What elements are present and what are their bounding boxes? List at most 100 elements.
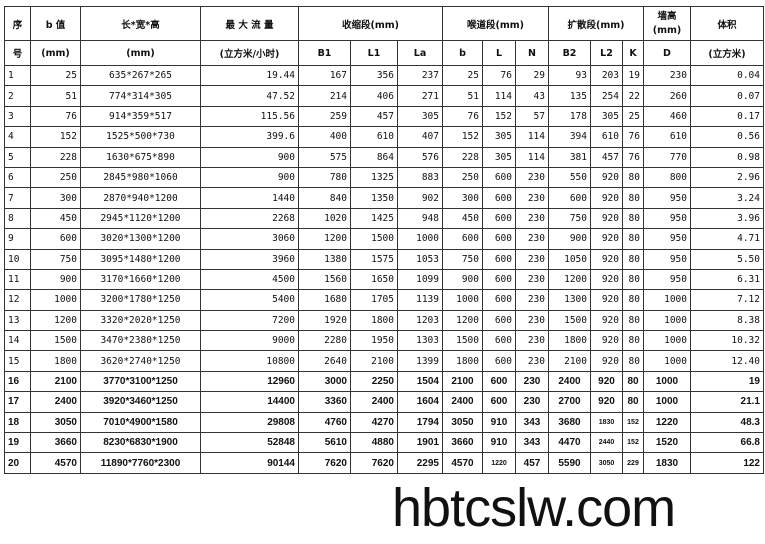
cell-volume: 5.50 (690, 248, 764, 270)
cell-seq: 7 (4, 187, 31, 209)
cell-throat-b: 2400 (442, 391, 483, 413)
cell-dimensions: 3200*1780*1250 (80, 289, 201, 311)
cell-B1: 1380 (298, 248, 351, 270)
cell-max-flow: 3960 (200, 248, 299, 270)
cell-B1: 1680 (298, 289, 351, 311)
header-dimensions: 长*宽*高 (80, 6, 201, 41)
cell-throat-L: 600 (482, 309, 516, 332)
cell-dimensions: 11890*7760*2300 (80, 452, 201, 474)
cell-L2: 920 (590, 309, 623, 332)
cell-B1: 1200 (298, 228, 351, 250)
header-wall-height: 墙高 (mm) (643, 6, 691, 41)
cell-B2: 1500 (548, 309, 591, 332)
header-throat-L: L (482, 40, 516, 66)
cell-dimensions: 1525*500*730 (80, 126, 201, 148)
cell-B2: 5590 (548, 452, 591, 474)
table-row: 4 152 1525*500*730 399.6 400 610 407 152 305 114 3… (4, 126, 764, 148)
cell-B1: 780 (298, 166, 351, 189)
cell-b-value: 300 (30, 187, 81, 209)
header-N: N (515, 40, 549, 66)
cell-K: 229 (622, 452, 644, 474)
header-B1: B1 (298, 40, 351, 66)
cell-D: 950 (643, 228, 691, 250)
cell-B1: 259 (298, 105, 351, 128)
cell-throat-L: 76 (482, 64, 516, 87)
cell-La: 1604 (397, 391, 443, 413)
cell-L2: 920 (590, 350, 623, 372)
cell-B1: 214 (298, 85, 351, 107)
cell-max-flow: 90144 (200, 452, 299, 474)
cell-B2: 600 (548, 187, 591, 209)
cell-b-value: 750 (30, 248, 81, 270)
cell-max-flow: 7200 (200, 309, 299, 332)
cell-N: 457 (515, 452, 549, 474)
cell-throat-b: 1000 (442, 289, 483, 311)
cell-L1: 4270 (350, 411, 398, 434)
cell-L2: 920 (590, 289, 623, 311)
cell-throat-L: 910 (482, 411, 516, 434)
cell-L1: 1350 (350, 187, 398, 209)
cell-K: 80 (622, 330, 644, 352)
cell-N: 230 (515, 268, 549, 291)
cell-N: 230 (515, 248, 549, 270)
cell-dimensions: 3620*2740*1250 (80, 350, 201, 372)
cell-La: 576 (397, 146, 443, 168)
cell-B1: 3360 (298, 391, 351, 413)
cell-N: 230 (515, 370, 549, 393)
cell-B1: 2640 (298, 350, 351, 372)
cell-volume: 0.98 (690, 146, 764, 168)
cell-L2: 3050 (590, 452, 623, 474)
cell-b-value: 1800 (30, 350, 81, 372)
cell-B2: 381 (548, 146, 591, 168)
cell-dimensions: 2945*1120*1200 (80, 207, 201, 230)
cell-max-flow: 1440 (200, 187, 299, 209)
cell-seq: 16 (4, 370, 31, 393)
cell-B2: 750 (548, 207, 591, 230)
header-throat-b: b (442, 40, 483, 66)
cell-b-value: 1000 (30, 289, 81, 311)
cell-L2: 305 (590, 105, 623, 128)
cell-b-value: 4570 (30, 452, 81, 474)
cell-seq: 13 (4, 309, 31, 332)
cell-throat-L: 305 (482, 126, 516, 148)
cell-throat-L: 600 (482, 268, 516, 291)
cell-throat-L: 600 (482, 228, 516, 250)
header-contraction-section: 收缩段(mm) (298, 6, 443, 41)
cell-volume: 8.38 (690, 309, 764, 332)
cell-L1: 1325 (350, 166, 398, 189)
cell-La: 1504 (397, 370, 443, 393)
cell-throat-L: 1220 (482, 452, 516, 474)
cell-volume: 3.96 (690, 207, 764, 230)
cell-L2: 920 (590, 248, 623, 270)
cell-volume: 7.12 (690, 289, 764, 311)
cell-B1: 575 (298, 146, 351, 168)
cell-B2: 2400 (548, 370, 591, 393)
cell-N: 230 (515, 166, 549, 189)
cell-L1: 1800 (350, 309, 398, 332)
cell-throat-L: 600 (482, 370, 516, 393)
cell-seq: 10 (4, 248, 31, 270)
cell-throat-L: 600 (482, 207, 516, 230)
cell-K: 80 (622, 187, 644, 209)
cell-dimensions: 3320*2020*1250 (80, 309, 201, 332)
cell-K: 80 (622, 289, 644, 311)
cell-B2: 1800 (548, 330, 591, 352)
cell-K: 25 (622, 105, 644, 128)
cell-throat-b: 1800 (442, 350, 483, 372)
cell-B2: 93 (548, 64, 591, 87)
cell-throat-b: 3050 (442, 411, 483, 434)
cell-seq: 15 (4, 350, 31, 372)
cell-dimensions: 7010*4900*1580 (80, 411, 201, 434)
cell-b-value: 228 (30, 146, 81, 168)
cell-N: 114 (515, 126, 549, 148)
cell-D: 1000 (643, 330, 691, 352)
cell-La: 1794 (397, 411, 443, 434)
cell-dimensions: 3470*2380*1250 (80, 330, 201, 352)
cell-La: 948 (397, 207, 443, 230)
cell-seq: 4 (4, 126, 31, 148)
cell-La: 1203 (397, 309, 443, 332)
cell-b-value: 1500 (30, 330, 81, 352)
cell-La: 1000 (397, 228, 443, 250)
header-throat-section: 喉道段(mm) (442, 6, 549, 41)
table-row: 19 3660 8230*6830*1900 52848 5610 4880 1901 366… (4, 432, 764, 454)
